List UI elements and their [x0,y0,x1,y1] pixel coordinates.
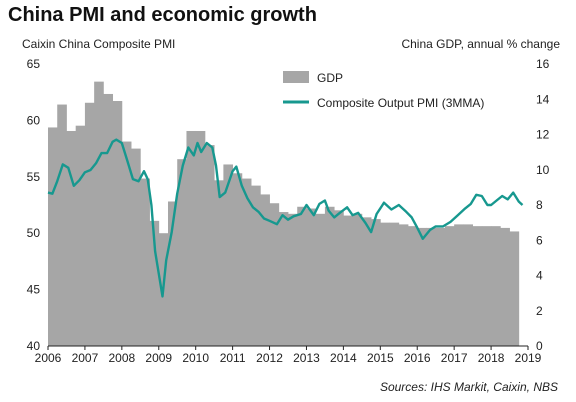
right-tick-label: 8 [536,198,543,212]
right-tick-label: 2 [536,304,543,318]
x-tick-label: 2010 [182,351,209,365]
gdp-bar [75,125,86,346]
legend-label-gdp: GDP [317,71,343,85]
left-tick-label: 45 [27,283,41,297]
gdp-bar [223,164,234,346]
pmi-line-layer [47,138,524,298]
gdp-bar [509,231,520,346]
gdp-bar [371,219,381,346]
legend: GDP Composite Output PMI (3MMA) [283,71,484,110]
x-tick-label: 2013 [293,351,320,365]
gdp-bar [491,226,501,346]
gdp-bar [297,206,307,346]
gdp-bar [66,130,77,346]
gdp-bar [343,215,354,346]
left-tick-label: 55 [27,170,41,184]
gdp-bar [149,220,160,346]
gdp-bar [112,101,123,346]
source-note: Sources: IHS Markit, Caixin, NBS [379,380,558,394]
right-tick-label: 16 [536,57,550,71]
chart-axes: 40 45 50 55 60 65 0 2 4 6 8 10 12 14 16 2006 2007 2008 200… [27,57,550,365]
gdp-bar [334,210,344,346]
gdp-bar [140,178,150,346]
gdp-bar [121,141,132,346]
right-tick-label: 10 [536,163,550,177]
gdp-bar [408,226,418,346]
x-tick-label: 2009 [145,351,172,365]
right-axis-title: China GDP, annual % change [401,37,560,51]
gdp-bar [324,206,335,346]
left-tick-label: 40 [27,339,41,353]
gdp-bar [204,145,215,346]
gdp-bar [84,102,95,347]
gdp-bar [168,201,178,346]
gdp-bar [241,178,252,346]
x-tick-label: 2012 [256,351,283,365]
x-tick-label: 2007 [72,351,99,365]
gdp-bar [251,185,261,346]
gdp-bar [306,208,317,346]
gdp-bar [288,213,298,346]
x-tick-label: 2018 [478,351,505,365]
gdp-bar [398,224,409,346]
x-tick-label: 2017 [441,351,468,365]
x-tick-label: 2008 [108,351,135,365]
gdp-bar [260,194,270,346]
gdp-bar [417,227,427,346]
gdp-bar [186,130,197,346]
left-tick-label: 60 [27,113,41,127]
gdp-bar [278,212,289,346]
pmi-line [47,138,524,298]
gdp-bar [57,104,67,346]
gdp-bar [454,224,464,346]
gdp-bar [352,213,363,346]
right-tick-label: 4 [536,269,543,283]
gdp-bar [232,173,243,346]
x-tick-label: 2006 [35,351,62,365]
right-tick-label: 0 [536,339,543,353]
gdp-bar [472,226,483,346]
x-tick-label: 2011 [220,351,246,365]
gdp-bar [481,226,492,346]
gdp-bar [103,93,114,347]
gdp-bar [195,130,206,346]
gdp-bar [500,227,510,346]
x-tick-label: 2014 [330,351,357,365]
gdp-bar [389,222,400,347]
gdp-bar [361,217,372,346]
right-tick-label: 6 [536,233,543,247]
left-tick-label: 65 [27,57,41,71]
right-tick-label: 14 [536,92,550,106]
gdp-bar [315,213,326,346]
gdp-bar [214,180,224,346]
gdp-bar [94,81,104,347]
gdp-bar [463,224,474,346]
gdp-bar [269,203,280,346]
gdp-bar [48,127,58,346]
x-tick-label: 2015 [367,351,394,365]
left-tick-label: 50 [27,226,41,240]
x-tick-label: 2016 [404,351,431,365]
gdp-bar [380,222,390,347]
legend-swatch-gdp [283,71,309,83]
gdp-bar [426,227,437,346]
gdp-bar [131,148,141,346]
gdp-bar [177,159,187,346]
legend-label-pmi: Composite Output PMI (3MMA) [317,96,484,110]
left-axis-title: Caixin China Composite PMI [22,37,176,51]
x-tick-label: 2019 [515,351,542,365]
gdp-bar [444,226,455,346]
gdp-bar [435,227,446,346]
chart-title: China PMI and economic growth [8,4,317,26]
right-tick-label: 12 [536,128,550,142]
gdp-bars [48,81,520,347]
